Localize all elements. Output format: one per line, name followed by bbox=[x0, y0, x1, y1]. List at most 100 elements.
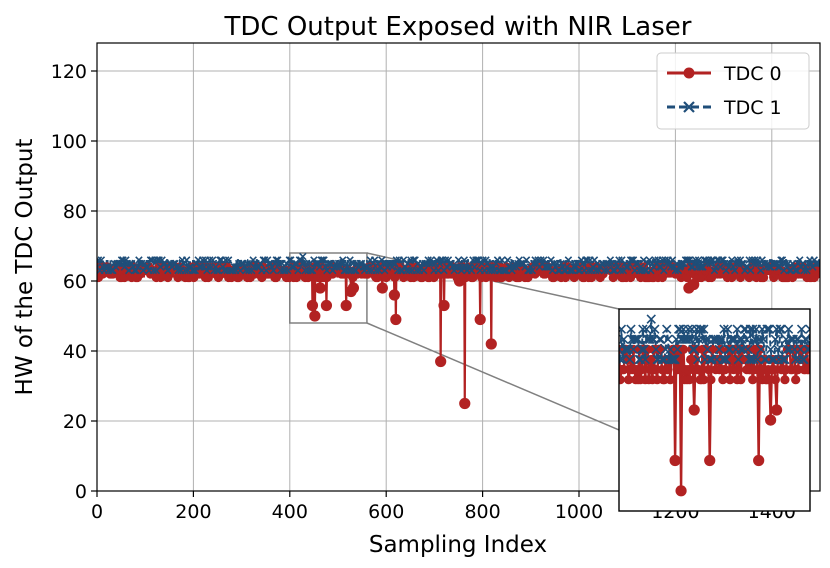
tdc1-point bbox=[762, 324, 772, 334]
tdc1-point bbox=[528, 266, 537, 275]
tdc1-point bbox=[699, 324, 709, 334]
tdc1-point bbox=[188, 266, 197, 275]
tdc0-point bbox=[678, 344, 689, 354]
tdc0-point bbox=[706, 375, 716, 385]
tdc0-point bbox=[586, 272, 597, 283]
legend-tdc1-label: TDC 1 bbox=[723, 97, 782, 119]
tdc0-point bbox=[485, 338, 497, 350]
tdc1-point bbox=[814, 259, 820, 268]
legend-tdc1-marker bbox=[683, 101, 695, 113]
tdc1-point bbox=[670, 354, 680, 365]
x-tick-label: 800 bbox=[464, 501, 500, 523]
tdc1-point bbox=[714, 344, 725, 355]
tdc1-point bbox=[683, 256, 691, 264]
tdc1-point bbox=[779, 354, 789, 365]
tdc1-point bbox=[734, 334, 745, 345]
tdc0-point bbox=[438, 299, 450, 312]
tdc1-point bbox=[641, 324, 652, 334]
tdc0-point bbox=[770, 375, 780, 385]
tdc1-point bbox=[796, 324, 807, 334]
tdc1-point bbox=[632, 334, 642, 345]
tdc1-point bbox=[691, 256, 700, 264]
tdc0-point bbox=[765, 414, 777, 426]
tdc1-point bbox=[684, 256, 693, 264]
tdc0-point bbox=[340, 299, 352, 312]
tdc1-point bbox=[616, 266, 625, 275]
tdc1-point bbox=[777, 354, 788, 365]
tdc1-point bbox=[275, 259, 283, 268]
tdc0-point bbox=[320, 299, 333, 312]
tdc1-point bbox=[695, 324, 705, 334]
tdc1-point bbox=[420, 266, 428, 275]
tdc1-point bbox=[638, 324, 648, 334]
tdc1-point bbox=[749, 354, 759, 365]
tdc1-point bbox=[262, 266, 270, 275]
tdc1-point bbox=[315, 263, 324, 271]
tdc1-point bbox=[716, 334, 727, 345]
tdc0-point bbox=[755, 344, 765, 354]
tdc1-point bbox=[770, 334, 781, 345]
y-axis-label: HW of the TDC Output bbox=[12, 139, 38, 396]
tdc1-point bbox=[774, 263, 782, 271]
tdc1-point bbox=[746, 266, 755, 275]
tdc1-point bbox=[323, 266, 331, 275]
tdc1-point bbox=[780, 354, 790, 365]
tdc1-point bbox=[324, 259, 333, 268]
tdc1-point bbox=[663, 334, 673, 345]
tdc1-point bbox=[204, 263, 213, 271]
tdc1-point bbox=[656, 334, 666, 345]
tdc0-point bbox=[733, 365, 743, 375]
tdc0-point bbox=[388, 289, 400, 301]
tdc0-point bbox=[672, 365, 683, 375]
tdc1-point bbox=[801, 334, 810, 345]
tdc1-point bbox=[615, 256, 623, 264]
tdc1-point bbox=[795, 344, 806, 355]
tdc0-point bbox=[753, 454, 765, 467]
tdc1-point bbox=[736, 344, 746, 355]
tdc0-point bbox=[657, 272, 667, 283]
tdc1-point bbox=[667, 354, 678, 365]
tdc1-point bbox=[811, 259, 820, 268]
tdc1-point bbox=[783, 324, 794, 334]
tdc1-point bbox=[243, 259, 252, 268]
tdc0-point bbox=[376, 282, 388, 294]
tdc1-point bbox=[405, 266, 414, 275]
tdc1-point bbox=[599, 259, 607, 268]
tdc1-point bbox=[793, 334, 803, 345]
tdc1-point bbox=[804, 344, 810, 355]
tdc1-point bbox=[619, 324, 627, 334]
tdc0-point bbox=[704, 454, 716, 467]
tdc1-point bbox=[600, 266, 609, 275]
tdc1-point bbox=[689, 344, 699, 355]
tdc1-point bbox=[759, 354, 770, 365]
tdc1-point bbox=[697, 263, 706, 271]
tdc1-point bbox=[773, 344, 783, 355]
tdc1-point bbox=[733, 354, 744, 365]
tdc0-point bbox=[623, 375, 634, 385]
tdc0-point bbox=[504, 272, 514, 283]
tdc0-point bbox=[203, 272, 213, 283]
tdc1-point bbox=[583, 256, 591, 264]
tdc0-point bbox=[682, 272, 692, 283]
chart-title: TDC Output Exposed with NIR Laser bbox=[224, 12, 692, 42]
y-tick-label: 120 bbox=[51, 61, 87, 83]
tdc1-point bbox=[646, 314, 656, 324]
tdc1-point bbox=[701, 334, 711, 345]
tdc1-point bbox=[626, 324, 636, 334]
tdc0-point bbox=[306, 299, 319, 312]
tdc1-point bbox=[743, 344, 753, 355]
tdc1-point bbox=[651, 344, 661, 355]
tdc1-point bbox=[702, 344, 713, 355]
tdc1-point bbox=[460, 256, 469, 264]
tdc0-point bbox=[688, 404, 700, 416]
tdc1-point bbox=[657, 354, 667, 365]
tdc1-point bbox=[620, 344, 630, 355]
tdc1-point bbox=[522, 256, 531, 264]
tdc1-point bbox=[730, 266, 739, 275]
x-axis-label: Sampling Index bbox=[369, 532, 547, 558]
tdc1-point bbox=[216, 256, 224, 264]
tdc0-point bbox=[435, 355, 447, 368]
tdc0-point bbox=[759, 272, 769, 283]
tdc1-point bbox=[790, 354, 801, 365]
